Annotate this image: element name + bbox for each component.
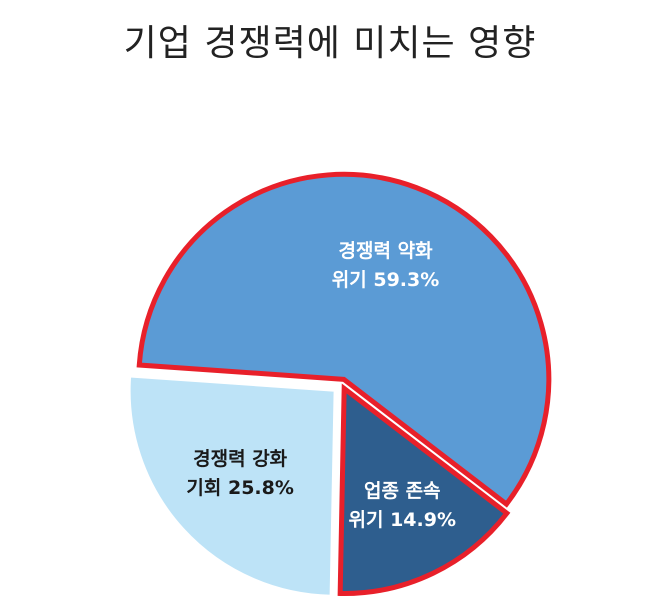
slice-highlight-outline-1 bbox=[136, 171, 552, 508]
pie-slice-3 bbox=[128, 375, 336, 597]
slice-label-line: 경쟁력 강화 bbox=[193, 448, 288, 470]
slice-label-line: 경쟁력 약화 bbox=[339, 240, 434, 262]
slice-label-line: 위기 59.3% bbox=[332, 269, 440, 291]
slice-label-line: 위기 14.9% bbox=[349, 509, 457, 531]
chart-title: 기업 경쟁력에 미치는 영향 bbox=[123, 23, 537, 64]
slice-label-line: 기회 25.8% bbox=[186, 477, 294, 499]
slice-highlight-outline-2 bbox=[337, 383, 511, 596]
slice-label-line: 업종 존속 bbox=[364, 480, 441, 502]
